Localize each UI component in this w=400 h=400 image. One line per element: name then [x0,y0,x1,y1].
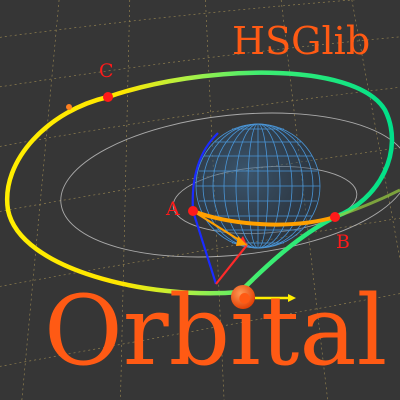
brand-label: HSGlib [232,19,371,63]
small-marker [66,104,72,110]
velocity-vectors [191,132,296,302]
orbit-tail [334,188,400,219]
point-marker-a [188,206,198,216]
point-label-b: B [336,231,350,253]
orbit-ring-outer [60,112,400,258]
velocity-vector-blue [191,210,218,285]
grid-line [0,293,400,367]
planet-icon [231,285,292,309]
globe-icon [195,123,321,249]
point-markers [66,92,340,222]
grid-line [0,87,400,147]
grid-line [21,0,60,400]
grid-line [0,217,400,287]
grid-line [0,36,400,88]
grid-line [120,0,131,400]
main-orbit [4,70,395,296]
velocity-vector-red [215,244,248,285]
arrow-head [236,236,247,246]
planet-body [231,285,255,309]
point-marker-c [103,92,113,102]
velocity-vector-blue [191,132,219,212]
app-title: Orbital [44,275,388,387]
transfer-arc [191,209,337,227]
point-marker-b [330,212,340,222]
point-label-a: A [166,198,180,220]
point-label-c: C [99,60,114,82]
grid-line [0,0,356,38]
